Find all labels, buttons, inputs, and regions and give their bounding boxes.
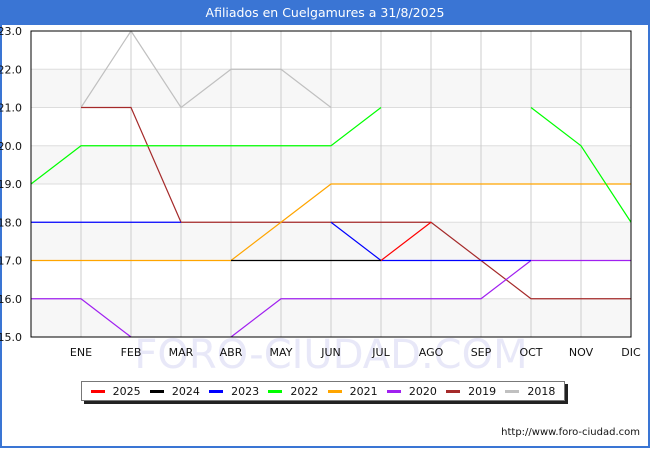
legend-swatch	[446, 389, 461, 393]
legend-swatch	[90, 389, 105, 393]
x-tick-label: ABR	[220, 346, 243, 359]
legend-swatch	[505, 389, 520, 393]
chart-title: Afiliados en Cuelgamures a 31/8/2025	[0, 0, 650, 25]
y-tick-label: 18.0	[0, 216, 22, 229]
x-tick-label: JUL	[371, 346, 390, 359]
y-tick-label: 15.0	[0, 331, 22, 344]
legend-label: 2019	[468, 384, 497, 398]
y-tick-label: 17.0	[0, 255, 22, 268]
series-line-2018	[80, 29, 332, 109]
y-tick-label: 19.0	[0, 178, 22, 191]
legend-item-2019: 2019	[446, 385, 496, 398]
y-tick-label: 20.0	[0, 140, 22, 153]
legend-label: 2022	[290, 384, 319, 398]
series-line-2020	[31, 298, 132, 338]
x-tick-label: JUN	[320, 346, 341, 359]
data-series	[30, 29, 632, 338]
plot-area-border	[30, 30, 632, 338]
legend-swatch	[268, 389, 283, 393]
y-tick-label: 22.0	[0, 63, 22, 76]
x-tick-label: AGO	[419, 346, 444, 359]
legend-label: 2021	[349, 384, 378, 398]
legend-swatch	[327, 389, 342, 393]
x-axis-labels: ENE FEB MAR ABR MAY JUN JUL AGO SEP OCT NOV DIC	[70, 346, 641, 359]
y-axis-labels: 15.0 16.0 17.0 18.0 19.0 20.0 21.0 22.0 23.0	[0, 25, 22, 344]
source-url: http://www.foro-ciudad.com	[501, 427, 640, 438]
legend-label: 2018	[527, 384, 556, 398]
y-tick-label: 21.0	[0, 102, 22, 115]
series-line-2025	[380, 221, 432, 261]
series-line-2019	[81, 106, 631, 300]
x-tick-label: MAR	[169, 346, 194, 359]
series-line-2020	[230, 259, 631, 338]
legend-label: 2024	[171, 384, 200, 398]
y-tick-label: 16.0	[0, 293, 22, 306]
series-line-2023	[330, 221, 531, 262]
series-line-2021	[31, 183, 631, 262]
x-tick-label: DIC	[621, 346, 641, 359]
legend-label: 2023	[231, 384, 260, 398]
legend-item-2020: 2020	[386, 384, 437, 398]
series-line-2022	[530, 107, 632, 223]
legend-swatch	[209, 389, 224, 393]
legend-item-2025: 2025	[90, 384, 141, 398]
x-tick-label: ENE	[70, 346, 92, 359]
x-tick-label: MAY	[270, 346, 293, 359]
legend-item-2021: 2021	[327, 384, 378, 398]
legend-label: 2025	[112, 384, 141, 398]
series-line-2022	[30, 107, 382, 185]
legend-item-2022: 2022	[268, 385, 318, 398]
legend-swatch	[386, 389, 401, 393]
x-tick-label: NOV	[569, 346, 594, 359]
legend-item-2024: 2024	[149, 384, 200, 398]
x-tick-label: OCT	[519, 346, 542, 359]
legend-label: 2020	[408, 384, 437, 398]
legend-item-2023: 2023	[209, 385, 259, 398]
legend-item-2018: 2018	[505, 385, 555, 398]
chart-legend: 2025 2024 2023 2022 2021 2020 2019 2018	[81, 381, 565, 401]
y-tick-label: 23.0	[0, 25, 22, 38]
x-tick-label: FEB	[121, 346, 142, 359]
x-tick-label: SEP	[471, 346, 492, 359]
legend-swatch	[149, 389, 164, 393]
watermark: FORO-CIUDAD.COM	[134, 332, 527, 378]
